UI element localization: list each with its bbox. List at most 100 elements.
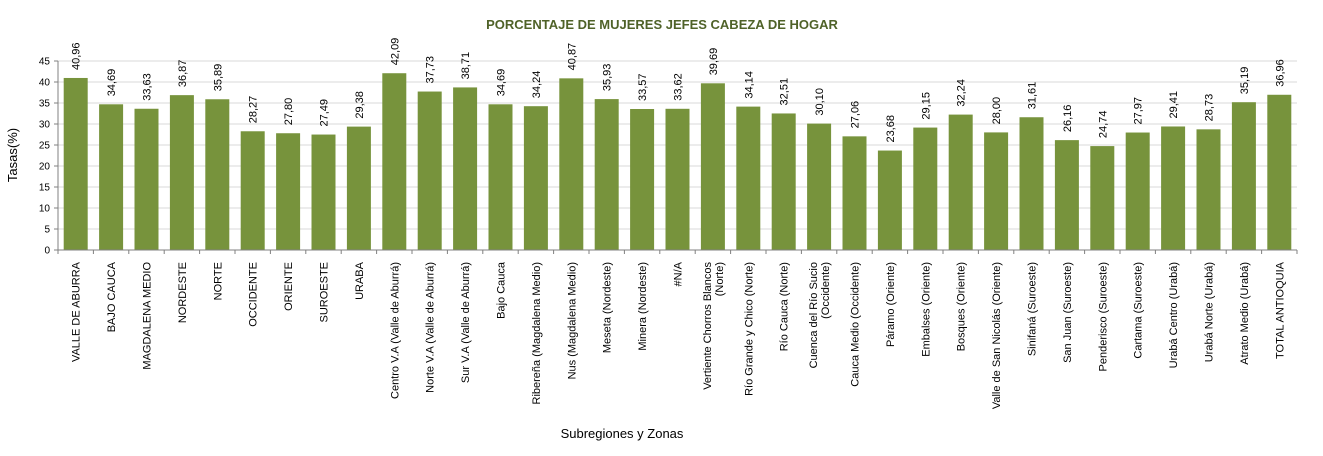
y-tick-label: 35 [39, 99, 51, 110]
x-tick-label-line: TOTAL ANTIOQUIA [1274, 261, 1286, 359]
bar [382, 73, 407, 250]
y-tick-label: 30 [39, 120, 51, 131]
y-tick-label: 25 [39, 141, 51, 152]
data-label: 36,96 [1274, 59, 1286, 87]
data-label: 39,69 [708, 48, 720, 76]
bar [630, 109, 655, 250]
bar [276, 133, 301, 250]
x-tick-label-line: Páramo (Oriente) [885, 262, 897, 347]
data-label: 29,15 [920, 92, 932, 120]
data-label: 34,69 [106, 69, 118, 97]
x-tick-label-line: Río Grande y Chico (Norte) [743, 262, 755, 396]
x-tick-label-line: Río Cauca (Norte) [779, 262, 791, 351]
x-tick-label-line: Minera (Nordeste) [637, 262, 649, 351]
bar [1267, 94, 1292, 250]
chart-title: PORCENTAJE DE MUJERES JEFES CABEZA DE HO… [486, 17, 838, 32]
x-tick-label-line: Ribereña (Magdalena Medio) [531, 262, 543, 404]
bar [984, 132, 1009, 250]
bar [523, 106, 548, 250]
y-tick-label: 5 [44, 225, 50, 236]
bar [417, 91, 442, 250]
x-tick-label-line: Bosques (Oriente) [956, 262, 968, 351]
x-tick-label: Río Cauca (Norte) [779, 262, 791, 351]
data-label: 40,96 [71, 42, 83, 70]
x-tick-label: MAGDALENA MEDIO [142, 262, 154, 370]
y-tick-label: 45 [39, 57, 51, 68]
x-tick-label: SUROESTE [319, 262, 331, 323]
x-tick-label-line: VALLE DE ABURRA [71, 261, 83, 362]
bar [700, 83, 725, 250]
bar [807, 123, 832, 250]
bar [1090, 146, 1115, 250]
data-label: 33,57 [637, 73, 649, 101]
x-tick-label-line: Penderisco (Suroeste) [1097, 262, 1109, 371]
x-tick-label-line: Nus (Magdalena Medio) [566, 262, 578, 379]
x-tick-label: Norte V.A (Valle de Aburrá) [425, 262, 437, 393]
x-tick-label: ORIENTE [283, 262, 295, 311]
x-tick-label: San Juan (Suroeste) [1062, 262, 1074, 363]
bar [240, 131, 265, 250]
x-tick-label: Penderisco (Suroeste) [1097, 262, 1109, 371]
bar [1161, 126, 1186, 250]
x-tick-label: URABA [354, 261, 366, 300]
x-tick-label: Ribereña (Magdalena Medio) [531, 262, 543, 404]
bars [63, 73, 1292, 251]
data-label: 32,24 [956, 79, 968, 107]
x-tick-label: Atrato Medio (Urabá) [1239, 262, 1251, 365]
x-tick-label-line: Bajo Cauca [496, 261, 508, 319]
data-label: 35,89 [212, 64, 224, 92]
x-tick-label: Sur V.A (Valle de Aburrá) [460, 262, 472, 383]
data-label: 36,87 [177, 60, 189, 88]
bar [346, 126, 371, 250]
x-tick-label: Minera (Nordeste) [637, 262, 649, 351]
x-tick-label: #N/A [673, 261, 685, 286]
data-label: 42,09 [389, 38, 401, 66]
x-tick-label-line: URABA [354, 261, 366, 300]
data-label: 28,00 [991, 97, 1003, 125]
x-tick-label-line: Centro V.A (Valle de Aburrá) [389, 262, 401, 399]
x-tick-label: OCCIDENTE [248, 262, 260, 327]
x-tick-label-line: NORTE [212, 262, 224, 300]
y-tick-label: 0 [44, 246, 50, 257]
x-axis-title: Subregiones y Zonas [561, 426, 684, 441]
x-tick-label: Río Grande y Chico (Norte) [743, 262, 755, 396]
x-tick-label-line: BAJO CAUCA [106, 261, 118, 332]
x-tick-label: Urabá Norte (Urabá) [1204, 262, 1216, 362]
bar [99, 104, 124, 250]
x-tick-label: Centro V.A (Valle de Aburrá) [389, 262, 401, 399]
bar [1196, 129, 1221, 250]
data-label: 27,49 [319, 99, 331, 127]
x-tick-label: Nus (Magdalena Medio) [566, 262, 578, 379]
x-tick-label-line: SUROESTE [319, 262, 331, 323]
x-tick-label: Meseta (Nordeste) [602, 262, 614, 353]
data-label: 33,63 [142, 73, 154, 101]
data-label: 28,73 [1204, 94, 1216, 122]
data-label: 29,41 [1168, 91, 1180, 119]
x-tick-label-line: Atrato Medio (Urabá) [1239, 262, 1251, 365]
data-label: 34,69 [496, 69, 508, 97]
bar [771, 113, 796, 250]
x-tick-label-line: Urabá Centro (Urabá) [1168, 262, 1180, 368]
x-tick-label: TOTAL ANTIOQUIA [1274, 261, 1286, 359]
data-label: 37,73 [425, 56, 437, 84]
x-tick-label: Cauca Medio (Occidente) [850, 262, 862, 387]
bar [665, 108, 690, 251]
data-label: 35,19 [1239, 67, 1251, 95]
y-tick-labels: 0 5 10 15 20 25 30 35 40 45 [39, 57, 51, 257]
x-tick-label-line: ORIENTE [283, 262, 295, 311]
x-tick-label-line: Embalses (Oriente) [920, 262, 932, 357]
data-label: 30,10 [814, 88, 826, 116]
bar [948, 114, 973, 250]
x-tick-label-line: Meseta (Nordeste) [602, 262, 614, 353]
bar [1125, 132, 1150, 250]
bar [488, 104, 513, 250]
x-tick-label-line: San Juan (Suroeste) [1062, 262, 1074, 363]
bar [559, 78, 584, 250]
bar [736, 106, 761, 250]
data-label: 27,06 [850, 101, 862, 129]
x-tick-label-line: Sur V.A (Valle de Aburrá) [460, 262, 472, 383]
bar [877, 150, 902, 250]
bar [134, 108, 159, 250]
data-label: 40,87 [566, 43, 578, 71]
